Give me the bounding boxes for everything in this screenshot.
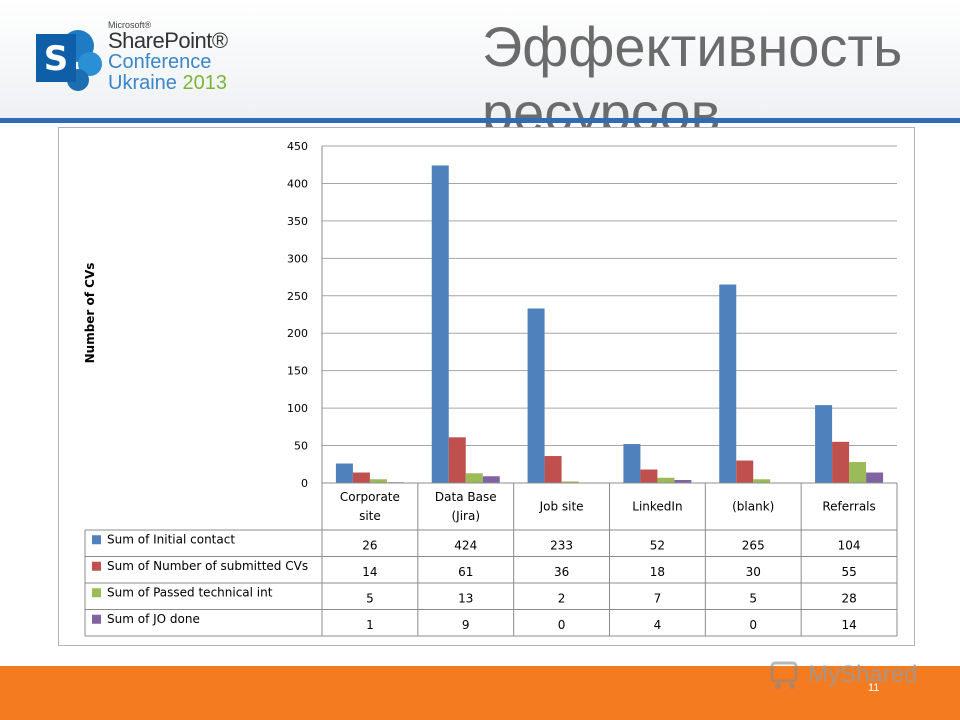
footer-bar <box>0 666 960 720</box>
category-label: (blank) <box>732 500 774 514</box>
data-value: 13 <box>458 591 473 605</box>
data-value: 104 <box>838 538 861 552</box>
bar <box>849 462 867 483</box>
bar <box>544 456 562 483</box>
chart-frame: 0 50 100 150 200 250 300 350 400 450 Corporate sit… <box>58 127 915 646</box>
data-value: 2 <box>558 591 566 605</box>
category-label: Job site <box>539 500 584 514</box>
bar <box>369 479 387 483</box>
y-tick-label: 0 <box>301 477 308 490</box>
watermark-text: MyShared <box>808 661 918 688</box>
gridlines <box>321 145 897 484</box>
bars <box>335 165 884 483</box>
bar <box>657 477 675 483</box>
bar <box>561 481 579 483</box>
y-tick-label: 350 <box>287 215 308 228</box>
bar <box>736 460 754 483</box>
y-tick-label: 250 <box>287 290 308 303</box>
svg-text:S: S <box>44 39 69 79</box>
bar <box>832 441 850 483</box>
bar <box>352 472 370 483</box>
legend-swatch <box>92 561 101 571</box>
legend-swatch <box>92 535 101 545</box>
bar <box>335 463 353 483</box>
data-value: 5 <box>366 591 374 605</box>
bar <box>640 469 658 483</box>
y-axis-ticks: 0 50 100 150 200 250 300 350 400 450 <box>287 140 308 490</box>
bar <box>719 284 737 483</box>
y-tick-label: 150 <box>287 365 308 378</box>
bar <box>527 308 545 483</box>
watermark-cart-icon <box>770 661 798 689</box>
y-tick-label: 400 <box>287 177 308 190</box>
data-value: 1 <box>366 618 374 632</box>
data-value: 7 <box>654 591 662 605</box>
category-label: Corporate site <box>340 490 400 523</box>
data-value: 36 <box>554 565 569 579</box>
series-name: Sum of Initial contact <box>107 532 235 546</box>
y-axis-label: Number of CVs <box>83 263 97 364</box>
bar <box>674 480 692 483</box>
y-tick-label: 50 <box>294 440 308 453</box>
logo-ukraine-line: Ukraine 2013 <box>108 73 228 94</box>
bar <box>815 405 833 483</box>
data-value: 30 <box>746 565 761 579</box>
data-value: 424 <box>454 538 477 552</box>
series-name: Sum of Passed technical int <box>107 585 273 599</box>
data-value: 5 <box>749 591 757 605</box>
data-value: 0 <box>749 618 757 632</box>
series-name: Sum of Number of submitted CVs <box>107 559 308 573</box>
data-value: 9 <box>462 618 470 632</box>
logo-conference: Conference <box>108 51 212 73</box>
category-label: Referrals <box>822 500 875 514</box>
y-tick-label: 300 <box>287 252 308 265</box>
bar <box>866 472 884 483</box>
bar <box>448 437 466 483</box>
data-value: 61 <box>458 565 473 579</box>
bar <box>482 476 500 483</box>
logo-ukraine: Ukraine <box>108 72 177 94</box>
category-label: Data Base (Jira) <box>435 490 497 523</box>
data-value: 4 <box>654 618 662 632</box>
page-number: 11 <box>868 682 880 694</box>
y-tick-label: 450 <box>287 140 308 153</box>
y-tick-label: 100 <box>287 402 308 415</box>
data-value: 28 <box>841 591 856 605</box>
logo-year: 2013 <box>182 72 227 94</box>
bar <box>623 444 641 483</box>
sharepoint-conference-logo: S Microsoft® SharePoint® Conference Ukra… <box>34 20 264 100</box>
category-label: LinkedIn <box>632 500 682 514</box>
logo-text: Microsoft® SharePoint® Conference Ukrain… <box>108 20 228 94</box>
data-value: 14 <box>362 565 377 579</box>
data-value: 18 <box>650 565 665 579</box>
data-value: 265 <box>742 538 765 552</box>
series-name: Sum of JO done <box>107 612 200 626</box>
data-table: Corporate site Data Base (Jira) Job site Link… <box>84 482 898 637</box>
data-value: 52 <box>650 538 665 552</box>
logo-sharepoint: SharePoint® <box>108 28 228 53</box>
slide-title: Эффективность ресурсов <box>482 15 903 144</box>
watermark: MyShared <box>768 655 938 695</box>
legend-swatch <box>92 588 101 598</box>
bar <box>465 473 483 483</box>
bar <box>753 479 771 483</box>
data-value: 0 <box>558 618 566 632</box>
data-value: 233 <box>550 538 573 552</box>
data-value: 26 <box>362 538 377 552</box>
data-value: 14 <box>841 618 856 632</box>
legend-swatch <box>92 614 101 624</box>
slide-header: S Microsoft® SharePoint® Conference Ukra… <box>0 0 960 144</box>
bar <box>431 165 449 483</box>
header-divider <box>0 118 960 123</box>
data-value: 55 <box>841 565 856 579</box>
logo-microsoft: Microsoft® <box>108 20 152 30</box>
sharepoint-logo-icon: S <box>36 30 102 91</box>
y-tick-label: 200 <box>287 327 308 340</box>
